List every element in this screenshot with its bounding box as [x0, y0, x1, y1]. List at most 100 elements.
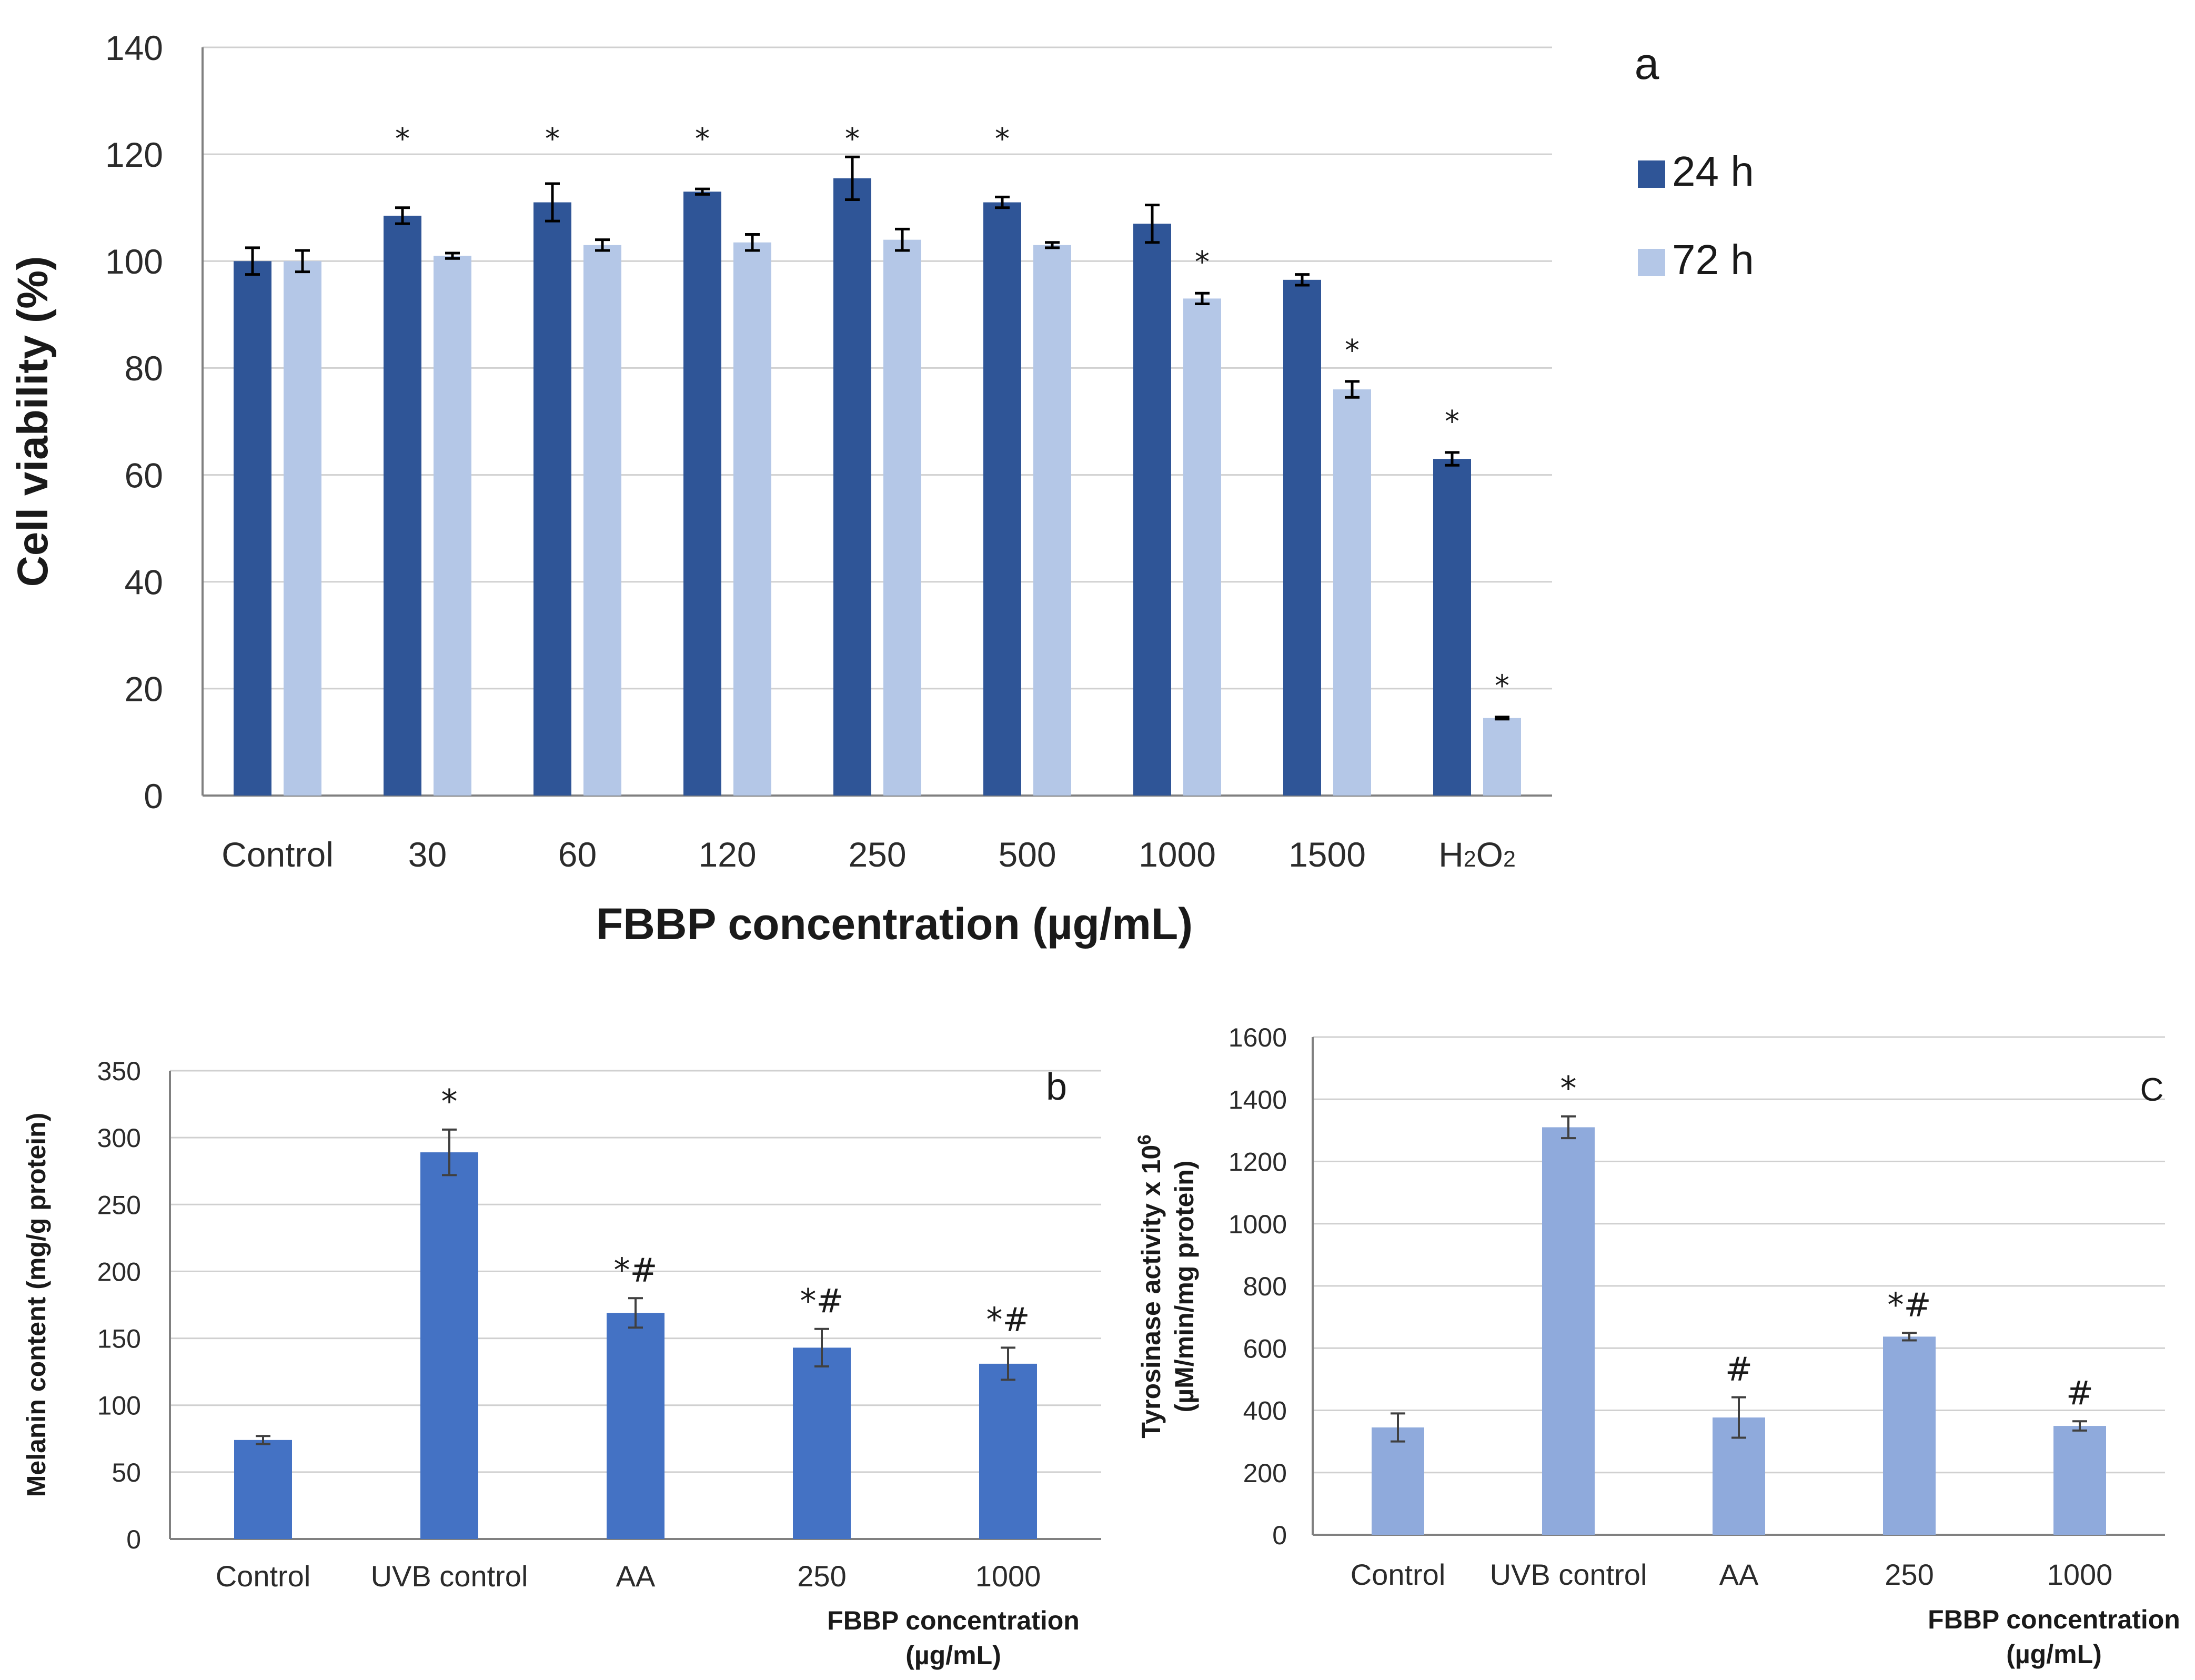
- x-category-label: UVB control: [1490, 1558, 1647, 1591]
- bar-a-72-h-8[interactable]: [1483, 718, 1521, 796]
- y-tick-label: 1400: [1229, 1085, 1287, 1114]
- legend-label: 72 h: [1672, 236, 1754, 283]
- x-axis-title-line-1: FBBP concentration: [1928, 1605, 2180, 1634]
- bar-b-melanin-content-0[interactable]: [234, 1440, 292, 1539]
- y-axis-title: Cell viability (%): [9, 256, 57, 587]
- legend-swatch: [1638, 160, 1665, 188]
- y-axis-title-line-1: Tyrosinase activity x 106: [1134, 1134, 1166, 1438]
- y-tick-label: 1600: [1229, 1023, 1287, 1052]
- bar-a-24-h-3[interactable]: [683, 192, 721, 796]
- y-tick-label: 0: [1272, 1521, 1287, 1550]
- formula-part: H: [1438, 835, 1464, 874]
- y-tick-label: 60: [125, 456, 163, 495]
- y-tick-label: 50: [112, 1458, 141, 1487]
- x-category-label: 1000: [2047, 1558, 2113, 1591]
- y-axis-title-text: Tyrosinase activity x 10: [1136, 1145, 1166, 1438]
- bar-a-72-h-4[interactable]: [883, 239, 921, 796]
- y-tick-label: 150: [97, 1324, 141, 1354]
- bar-a-72-h-2[interactable]: [583, 245, 621, 796]
- y-tick-label: 400: [1243, 1396, 1287, 1426]
- y-tick-label: 200: [97, 1257, 141, 1286]
- x-category-label: 250: [797, 1560, 846, 1593]
- panel-label: a: [1635, 39, 1659, 88]
- formula-part: O: [1476, 835, 1503, 874]
- significance-marker: *#: [986, 1300, 1030, 1339]
- chart-panel-c: 02004006008001000120014001600*#*##Contro…: [1134, 1023, 2180, 1669]
- y-tick-label: 0: [144, 777, 163, 816]
- subscript: 2: [1464, 847, 1476, 872]
- x-category-label: Control: [221, 835, 334, 874]
- significance-marker: *: [1195, 245, 1210, 279]
- x-category-label: 1500: [1288, 835, 1366, 874]
- y-tick-label: 1200: [1229, 1148, 1287, 1177]
- y-axis-title: Melanin content (mg/g protein): [22, 1113, 51, 1497]
- bar-a-24-h-8[interactable]: [1433, 459, 1471, 796]
- bar-c-tyrosinase-activity-1[interactable]: [1542, 1127, 1595, 1535]
- bar-a-24-h-0[interactable]: [234, 261, 271, 796]
- significance-marker: #: [2066, 1374, 2093, 1412]
- significance-marker: *: [995, 122, 1010, 156]
- x-category-label: 120: [698, 835, 756, 874]
- bar-a-24-h-4[interactable]: [833, 178, 871, 796]
- x-category-label: 250: [848, 835, 906, 874]
- x-axis-title-line-1: FBBP concentration: [827, 1606, 1080, 1635]
- bar-a-24-h-6[interactable]: [1133, 224, 1171, 796]
- significance-marker: *: [845, 122, 860, 156]
- panel-label: b: [1046, 1066, 1067, 1108]
- bar-b-melanin-content-1[interactable]: [420, 1152, 478, 1539]
- significance-marker: *#: [1888, 1285, 1931, 1324]
- legend-swatch: [1638, 249, 1665, 276]
- significance-marker: *: [545, 122, 560, 156]
- bar-a-24-h-2[interactable]: [533, 202, 571, 796]
- significance-marker: *: [441, 1082, 458, 1121]
- legend-label: 24 h: [1672, 148, 1754, 195]
- bar-c-tyrosinase-activity-0[interactable]: [1372, 1427, 1424, 1535]
- y-tick-label: 200: [1243, 1458, 1287, 1488]
- panel-label: C: [2140, 1072, 2164, 1108]
- y-tick-label: 100: [105, 242, 163, 281]
- significance-marker: *: [1560, 1069, 1577, 1108]
- y-tick-label: 80: [125, 349, 163, 388]
- bar-a-24-h-5[interactable]: [983, 202, 1021, 796]
- y-tick-label: 120: [105, 135, 163, 174]
- bar-a-72-h-7[interactable]: [1333, 389, 1371, 796]
- significance-marker: *: [1495, 669, 1509, 703]
- legend: 24 h 72 h: [1638, 148, 1754, 283]
- x-category-label: AA: [1719, 1558, 1759, 1591]
- significance-marker: #: [1725, 1350, 1753, 1389]
- bar-c-tyrosinase-activity-4[interactable]: [2053, 1426, 2106, 1535]
- y-axis-title-line-2: (µM/min/mg protein): [1170, 1161, 1199, 1413]
- significance-marker: *#: [800, 1282, 844, 1320]
- bar-a-24-h-7[interactable]: [1283, 279, 1321, 796]
- significance-marker: *: [695, 122, 710, 156]
- bar-a-24-h-1[interactable]: [384, 215, 421, 796]
- y-tick-label: 100: [97, 1391, 141, 1421]
- x-category-label: 30: [408, 835, 447, 874]
- significance-marker: *: [395, 122, 410, 156]
- chart-panel-a: 0 20 40 60 80 100 120 140 * * * * * * * * * Control 30 60 12…: [9, 28, 1754, 949]
- x-category-label: 1000: [1139, 835, 1216, 874]
- significance-marker: *: [1445, 405, 1459, 439]
- x-axis-title-line-2: (µg/mL): [905, 1641, 1001, 1670]
- x-category-label: 500: [998, 835, 1056, 874]
- x-category-label: H2O2: [1438, 835, 1516, 874]
- x-category-label: 250: [1885, 1558, 1934, 1591]
- y-tick-label: 0: [126, 1525, 141, 1554]
- bar-a-72-h-6[interactable]: [1183, 298, 1221, 796]
- bar-c-tyrosinase-activity-3[interactable]: [1883, 1336, 1936, 1535]
- y-tick-label: 140: [105, 28, 163, 67]
- bar-a-72-h-5[interactable]: [1033, 245, 1071, 796]
- bar-a-72-h-0[interactable]: [284, 261, 321, 796]
- bar-b-melanin-content-3[interactable]: [793, 1347, 851, 1539]
- bar-a-72-h-3[interactable]: [733, 242, 771, 796]
- bar-b-melanin-content-2[interactable]: [607, 1313, 664, 1539]
- x-category-label: Control: [1351, 1558, 1446, 1591]
- bar-b-melanin-content-4[interactable]: [979, 1363, 1037, 1539]
- significance-marker: *: [1345, 334, 1360, 368]
- y-tick-label: 300: [97, 1123, 141, 1153]
- x-category-label: AA: [616, 1560, 656, 1593]
- subscript: 2: [1503, 847, 1516, 872]
- bar-a-72-h-1[interactable]: [434, 256, 471, 796]
- y-tick-label: 250: [97, 1190, 141, 1220]
